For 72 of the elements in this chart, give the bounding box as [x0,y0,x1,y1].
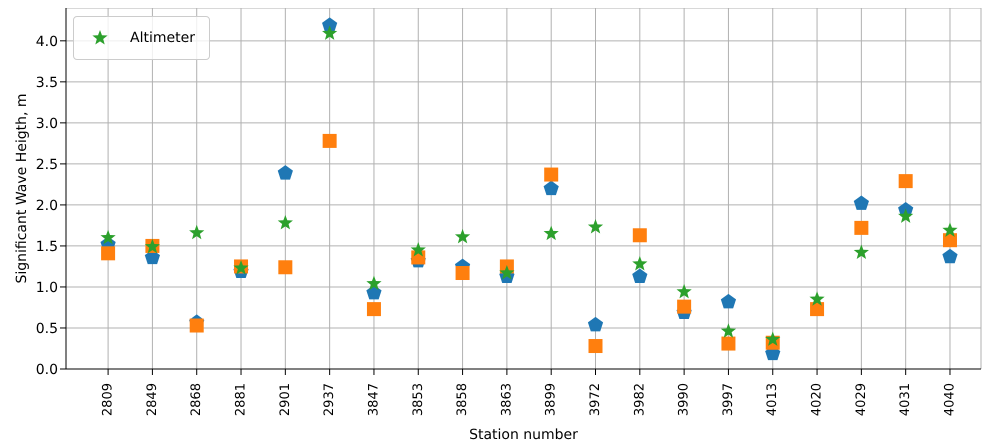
point [544,180,559,196]
point [322,25,338,40]
point [765,331,780,346]
x-tick-label: 2849 [144,383,160,416]
x-tick-label: 3972 [588,383,604,416]
point [632,256,648,270]
x-tick-label: 4020 [810,383,825,416]
x-tick-label: 4029 [854,383,869,416]
point [676,284,692,298]
y-tick-label: 1.0 [36,280,58,296]
point [100,230,116,244]
point [854,220,868,235]
point [278,165,293,180]
point [720,323,736,338]
point [898,174,913,188]
x-tick-label: 2937 [322,383,338,416]
y-tick-label: 4.0 [36,34,58,50]
y-tick-label: 2.0 [36,198,58,214]
point [677,300,692,314]
point [588,339,603,354]
point [809,291,825,306]
x-tick-label: 2809 [100,383,116,416]
point [942,233,957,248]
x-tick-label: 3847 [366,383,382,416]
point [101,246,116,260]
point [721,336,736,351]
point [454,228,470,244]
y-tick-label: 3.0 [36,116,58,132]
x-tick-label: 3990 [676,383,692,416]
x-tick-label: 3858 [455,383,470,416]
point [854,195,869,210]
point [366,302,381,316]
x-tick-label: 4031 [898,383,914,416]
x-tick-label: 3853 [410,383,426,416]
point [720,294,736,308]
point [588,219,604,234]
x-tick-label: 2901 [278,383,293,416]
x-tick-label: 3982 [632,383,648,416]
point [278,214,293,230]
point [810,302,824,316]
x-tick-label: 2881 [234,383,249,416]
point [632,268,648,283]
y-axis-title: Significant Wave Heigth, m [14,93,30,284]
x-axis-title: Station number [469,427,578,443]
point [854,244,869,259]
x-tick-label: 4013 [765,383,780,416]
x-tick-label: 2868 [189,383,204,416]
point [942,248,958,264]
point [898,208,914,223]
point [189,224,204,240]
point [278,260,292,274]
point [544,168,558,182]
x-tick-label: 3899 [544,383,559,416]
point [190,318,204,333]
y-tick-label: 0.5 [36,320,58,337]
y-tick-label: 1.5 [36,238,58,255]
point [942,222,958,237]
x-tick-label: 3863 [499,383,514,416]
x-tick-label: 3997 [720,383,736,416]
y-tick-label: 2.5 [36,156,58,173]
y-tick-label: 0.0 [36,362,58,378]
point [544,226,559,240]
x-tick-label: 4040 [942,383,958,416]
point [410,242,426,257]
point [632,228,647,242]
point [366,276,382,290]
y-tick-label: 3.5 [36,74,58,91]
point [588,316,604,332]
legend-label: Altimeter [130,30,195,46]
point [322,134,337,148]
point [499,265,514,280]
point [456,266,470,280]
